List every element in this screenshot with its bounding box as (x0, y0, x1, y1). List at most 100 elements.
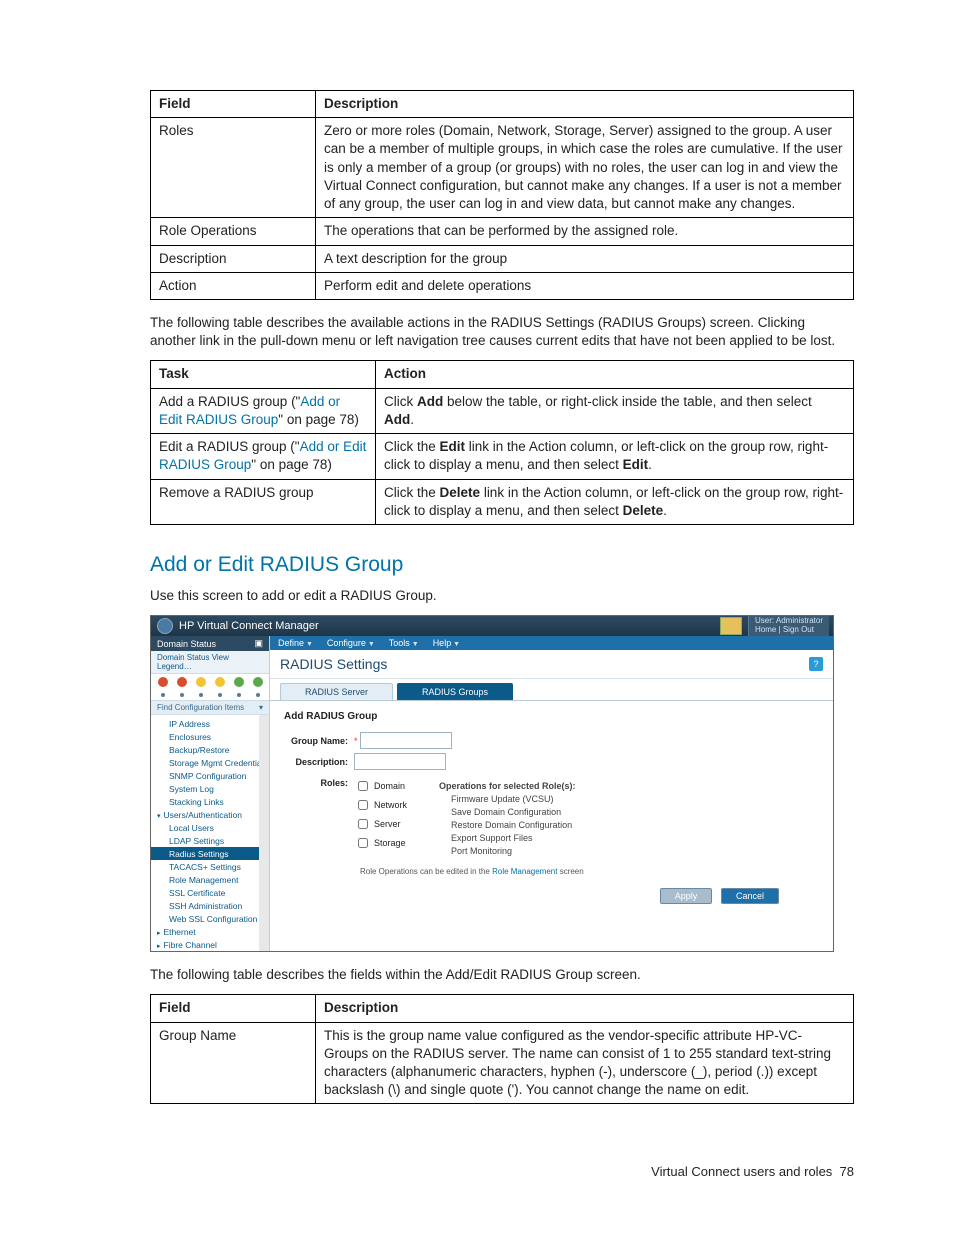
nav-item-storage-mgmt-credentials[interactable]: Storage Mgmt Credentials (151, 756, 259, 769)
th-action: Action (376, 361, 854, 388)
nav-item-radius-settings[interactable]: Radius Settings (151, 847, 259, 860)
fields-table-2: Field Description Group NameThis is the … (150, 994, 854, 1104)
status-icon (177, 677, 187, 687)
paragraph-use-screen: Use this screen to add or edit a RADIUS … (150, 587, 854, 605)
section-heading: Add or Edit RADIUS Group (150, 553, 854, 577)
nav-header: Find Configuration Items▾ (151, 700, 269, 715)
nav-item-ethernet[interactable]: Ethernet (151, 925, 259, 938)
role-checkbox-domain[interactable] (358, 781, 368, 791)
operation-item: Restore Domain Configuration (451, 820, 576, 830)
nav-item-system-log[interactable]: System Log (151, 782, 259, 795)
table-row: DescriptionA text description for the gr… (151, 245, 854, 272)
th-field: Field (151, 91, 316, 118)
tasks-table: Task Action Add a RADIUS group ("Add or … (150, 360, 854, 525)
table-row: Remove a RADIUS group Click the Delete l… (151, 479, 854, 524)
menubar: Define Configure Tools Help (270, 636, 833, 650)
description-input[interactable] (354, 753, 446, 770)
role-checkbox-server[interactable] (358, 819, 368, 829)
menu-help[interactable]: Help (433, 638, 460, 648)
nav-item-role-management[interactable]: Role Management (151, 873, 259, 886)
status-count-dot (237, 693, 241, 697)
roles-checkboxes: DomainNetworkServerStorage (354, 778, 407, 859)
nav-item-fibre-channel[interactable]: Fibre Channel (151, 938, 259, 951)
group-name-input[interactable] (360, 732, 452, 749)
home-icon[interactable] (720, 617, 742, 635)
menu-define[interactable]: Define (278, 638, 313, 648)
nav-dropdown-icon[interactable]: ▾ (259, 703, 263, 712)
role-management-link[interactable]: Role Management (492, 867, 557, 876)
cancel-button[interactable]: Cancel (721, 888, 779, 904)
required-icon: * (354, 736, 358, 746)
role-ops-note: Role Operations can be edited in the Rol… (360, 867, 819, 876)
group-name-label: Group Name: (284, 736, 354, 746)
table-row: Group NameThis is the group name value c… (151, 1022, 854, 1104)
menu-tools[interactable]: Tools (389, 638, 419, 648)
menu-configure[interactable]: Configure (327, 638, 375, 648)
apply-button[interactable]: Apply (660, 888, 713, 904)
description-label: Description: (284, 757, 354, 767)
role-row-network: Network (354, 797, 407, 813)
operation-item: Firmware Update (VCSU) (451, 794, 576, 804)
panel: Add RADIUS Group Group Name: * Descripti… (270, 700, 833, 951)
role-checkbox-network[interactable] (358, 800, 368, 810)
th-task: Task (151, 361, 376, 388)
domain-status-header: Domain Status▣ (151, 636, 269, 651)
table-row: ActionPerform edit and delete operations (151, 272, 854, 299)
status-counts-row (151, 690, 269, 700)
home-signout-links[interactable]: Home | Sign Out (755, 626, 823, 635)
status-count-dot (161, 693, 165, 697)
nav-item-local-users[interactable]: Local Users (151, 821, 259, 834)
nav-item-ip-address[interactable]: IP Address (151, 717, 259, 730)
status-icon (215, 677, 225, 687)
tabs: RADIUS ServerRADIUS Groups (270, 679, 833, 700)
task-action: Click Add below the table, or right-clic… (376, 388, 854, 433)
nav-item-ssl-certificate[interactable]: SSL Certificate (151, 886, 259, 899)
page-heading: RADIUS Settings ? (270, 650, 833, 679)
status-count-dot (256, 693, 260, 697)
nav-item-stacking-links[interactable]: Stacking Links (151, 795, 259, 808)
hp-logo-icon (157, 618, 173, 634)
status-icons-row (151, 674, 269, 690)
task-action: Click the Edit link in the Action column… (376, 434, 854, 479)
status-icon (196, 677, 206, 687)
fields-table-1: Field Description RolesZero or more role… (150, 90, 854, 300)
scrollbar-thumb[interactable] (261, 723, 269, 729)
nav-item-users-authentication[interactable]: Users/Authentication (151, 808, 259, 821)
nav-item-backup-restore[interactable]: Backup/Restore (151, 743, 259, 756)
nav-item-ssh-administration[interactable]: SSH Administration (151, 899, 259, 912)
page-footer: Virtual Connect users and roles 78 (150, 1164, 854, 1179)
operation-item: Port Monitoring (451, 846, 576, 856)
operation-item: Export Support Files (451, 833, 576, 843)
window-titlebar: HP Virtual Connect Manager User: Adminis… (151, 616, 833, 636)
tab-radius-server[interactable]: RADIUS Server (280, 683, 393, 700)
task-action: Click the Delete link in the Action colu… (376, 479, 854, 524)
role-row-server: Server (354, 816, 407, 832)
th-field: Field (151, 995, 316, 1022)
nav-item-enclosures[interactable]: Enclosures (151, 730, 259, 743)
th-desc: Description (316, 995, 854, 1022)
domain-status-sub[interactable]: Domain Status View Legend… (151, 651, 269, 674)
panel-title: Add RADIUS Group (284, 711, 819, 722)
tab-radius-groups[interactable]: RADIUS Groups (397, 683, 513, 700)
nav-item-web-ssl-configuration[interactable]: Web SSL Configuration (151, 912, 259, 925)
collapse-icon[interactable]: ▣ (254, 638, 263, 649)
help-icon[interactable]: ? (809, 657, 823, 671)
status-icon (234, 677, 244, 687)
nav-item-snmp-configuration[interactable]: SNMP Configuration (151, 769, 259, 782)
role-checkbox-storage[interactable] (358, 838, 368, 848)
status-count-dot (180, 693, 184, 697)
nav-tree: IP AddressEnclosuresBackup/RestoreStorag… (151, 715, 269, 951)
status-icon (158, 677, 168, 687)
status-count-dot (199, 693, 203, 697)
status-icon (253, 677, 263, 687)
operations-list: Operations for selected Role(s): Firmwar… (427, 778, 576, 859)
th-desc: Description (316, 91, 854, 118)
nav-item-tacacs-settings[interactable]: TACACS+ Settings (151, 860, 259, 873)
scrollbar-down-icon[interactable]: ▾ (261, 943, 269, 951)
operation-item: Save Domain Configuration (451, 807, 576, 817)
role-row-storage: Storage (354, 835, 407, 851)
status-count-dot (218, 693, 222, 697)
table-row: Edit a RADIUS group ("Add or Edit RADIUS… (151, 434, 854, 479)
user-block: User: Administrator Home | Sign Out (748, 616, 829, 636)
nav-item-ldap-settings[interactable]: LDAP Settings (151, 834, 259, 847)
